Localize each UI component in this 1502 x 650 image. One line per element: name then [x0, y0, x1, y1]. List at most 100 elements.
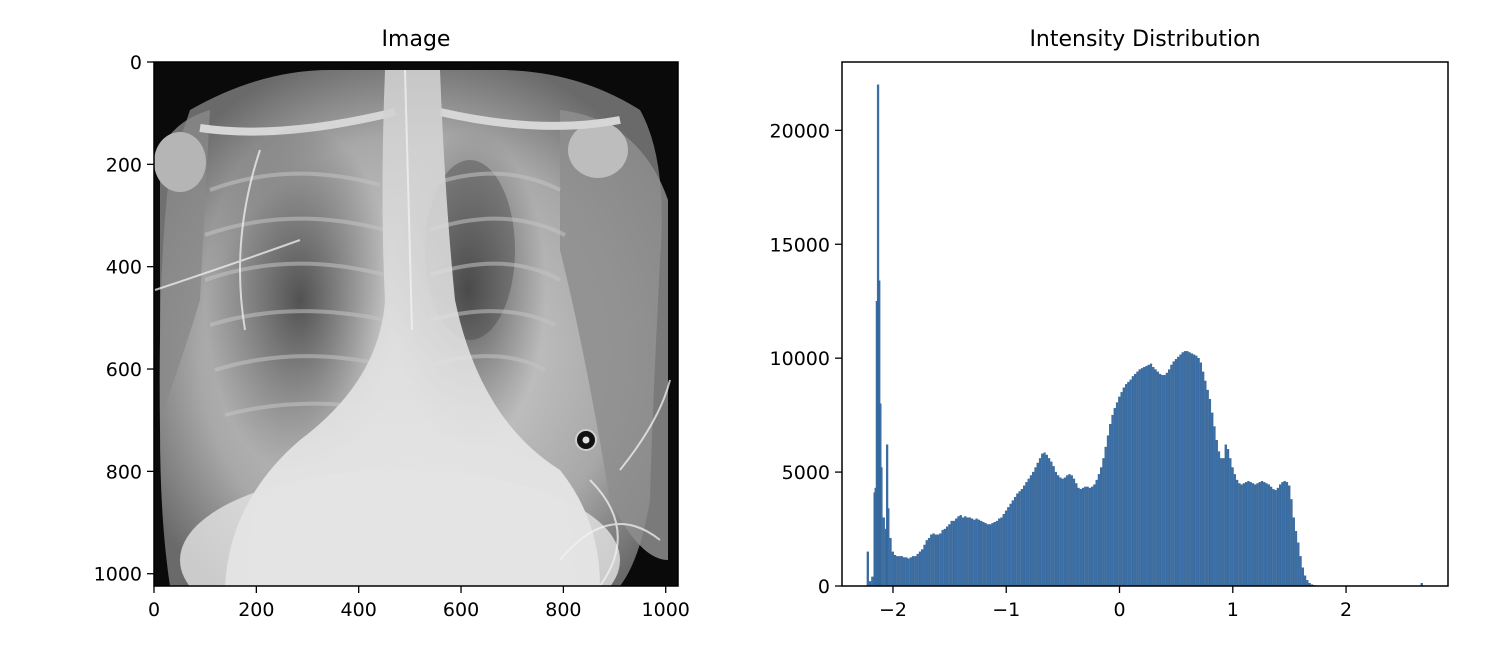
histogram-y-tick-label: 10000	[770, 348, 830, 370]
histogram-bar	[1174, 359, 1178, 587]
xray-image	[154, 62, 678, 586]
histogram-bar	[1179, 354, 1182, 587]
histogram-bar	[1134, 373, 1137, 587]
histogram-bar	[866, 551, 869, 587]
histogram-bar	[1145, 365, 1148, 587]
histogram-bar	[1018, 491, 1021, 587]
histogram-bar	[898, 556, 901, 587]
histogram-bar	[1041, 453, 1044, 587]
histogram-bar	[914, 556, 917, 587]
histogram-bar	[1204, 380, 1207, 587]
histogram-bar	[1267, 484, 1270, 587]
histogram-bar	[1057, 475, 1060, 587]
histogram-bar	[1090, 486, 1094, 587]
histogram-bar	[1149, 363, 1153, 587]
histogram-bar	[1206, 389, 1209, 587]
histogram-bar	[1118, 396, 1121, 587]
histogram-bar	[1113, 408, 1116, 587]
histogram-bar	[1276, 487, 1280, 587]
histogram-bar	[941, 529, 944, 587]
image-x-tick-label: 1000	[642, 599, 690, 621]
histogram-bar	[991, 523, 994, 587]
image-y-tick-label: 800	[106, 461, 142, 483]
histogram-bar	[970, 518, 974, 587]
histogram-title: Intensity Distribution	[1029, 27, 1260, 52]
histogram-bar	[1161, 375, 1164, 587]
image-frame	[153, 61, 679, 587]
histogram-bar	[948, 524, 951, 587]
histogram-bar	[1279, 484, 1282, 587]
histogram-x-tick-label: 2	[1340, 599, 1352, 621]
histogram-bar	[882, 517, 885, 587]
image-y-tick-label: 400	[106, 257, 142, 279]
histogram-bar	[1226, 449, 1230, 587]
histogram-bar	[1072, 478, 1076, 587]
histogram-y-tick-label: 5000	[782, 462, 830, 484]
histogram-bar	[1183, 351, 1187, 587]
histogram-bar	[1045, 454, 1048, 587]
image-y-axis: 0 200 400 600 800 1000	[94, 52, 154, 586]
histogram-bar	[1054, 471, 1058, 587]
histogram-bar	[1283, 481, 1286, 587]
histogram-bar	[880, 467, 883, 587]
histogram-bar	[1109, 424, 1112, 587]
histogram-bar	[893, 555, 897, 587]
histogram-bar	[1034, 467, 1037, 587]
histogram-bar	[936, 534, 940, 587]
histogram-bar	[1215, 439, 1218, 587]
histogram-y-tick-label: 0	[818, 576, 830, 598]
histogram-bar	[1297, 542, 1300, 587]
histogram-y-tick-label: 20000	[770, 120, 830, 142]
histogram-bar	[1238, 483, 1241, 587]
histogram-bar	[1079, 488, 1082, 587]
histogram-y-tick-label: 15000	[770, 234, 830, 256]
histogram-bar	[966, 517, 969, 587]
histogram-bar	[968, 517, 971, 587]
histogram-x-tick-label: 1	[1227, 599, 1239, 621]
histogram-bar	[975, 518, 978, 587]
histogram-bar	[1285, 482, 1289, 587]
histogram-bar	[1222, 458, 1225, 587]
histogram-bar	[1013, 496, 1017, 587]
histogram-bar	[1143, 367, 1146, 587]
histogram-x-tick-label: −1	[992, 599, 1020, 621]
histogram-bar	[1036, 462, 1039, 587]
histogram-bar	[1104, 446, 1107, 587]
histogram-bar	[1245, 482, 1248, 587]
histogram-bar	[1068, 474, 1071, 587]
histogram-bar	[1229, 458, 1232, 587]
histogram-bar	[961, 517, 965, 587]
histogram-bar	[995, 520, 999, 587]
histogram-bar	[1050, 461, 1053, 587]
histogram-bar	[1181, 352, 1184, 587]
histogram-bar	[1301, 567, 1304, 587]
histogram-bar	[1127, 381, 1130, 587]
histogram-bar	[1272, 488, 1275, 587]
histogram-bar	[1163, 375, 1166, 587]
histogram-bar	[1249, 482, 1252, 587]
histogram-bar	[918, 551, 922, 587]
histogram-bar	[1038, 458, 1042, 587]
histogram-bar	[923, 544, 926, 587]
histogram-bar	[1136, 371, 1139, 587]
histogram-bar	[1084, 486, 1087, 587]
histogram-bar	[1211, 412, 1214, 587]
histogram-bar	[1235, 479, 1239, 587]
histogram-bar	[1177, 356, 1180, 587]
histogram-bars	[866, 84, 1432, 587]
histogram-bar	[1131, 376, 1135, 587]
histogram-bar	[1303, 575, 1307, 587]
histogram-bar	[1025, 482, 1028, 587]
histogram-bar	[1260, 481, 1264, 587]
image-x-tick-label: 200	[238, 599, 274, 621]
histogram-bar	[932, 533, 935, 587]
histogram-bar	[1256, 483, 1259, 587]
histogram-bar	[1263, 482, 1266, 587]
histogram-bar	[896, 556, 899, 587]
histogram-bar	[1154, 369, 1157, 587]
histogram-bar	[977, 519, 980, 587]
histogram-bar	[1111, 414, 1114, 587]
histogram-bar	[1299, 556, 1302, 587]
histogram-bar	[1242, 483, 1246, 587]
